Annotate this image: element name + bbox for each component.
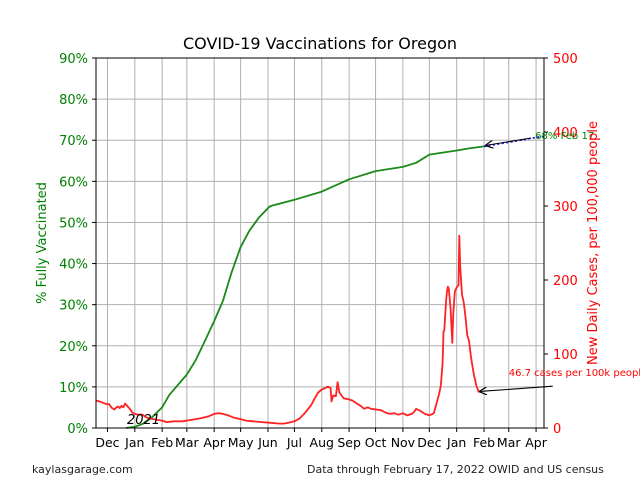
series-line-0 bbox=[125, 145, 485, 429]
x-tick-label: Sep bbox=[337, 435, 361, 450]
x-tick-label: Feb bbox=[473, 435, 495, 450]
left-tick-label: 10% bbox=[59, 381, 88, 396]
plot-frame bbox=[95, 57, 545, 429]
left-tick-label: 80% bbox=[59, 93, 88, 108]
x-tick-label: Jul bbox=[286, 435, 302, 450]
left-tick-label: 40% bbox=[59, 258, 88, 273]
left-tick-label: 0% bbox=[67, 422, 88, 437]
x-tick-label: Feb bbox=[151, 435, 173, 450]
x-tick-label: Jun bbox=[257, 435, 278, 450]
chart-title: COVID-19 Vaccinations for Oregon bbox=[183, 34, 457, 53]
year-label: 2021 bbox=[127, 413, 160, 428]
right-tick-label: 500 bbox=[553, 52, 578, 67]
x-tick-label: Oct bbox=[365, 435, 387, 450]
x-tick-label: Apr bbox=[525, 435, 547, 450]
left-tick-label: 60% bbox=[59, 175, 88, 190]
left-axis-label: % Fully Vaccinated bbox=[35, 182, 50, 304]
left-tick-label: 70% bbox=[59, 134, 88, 149]
left-tick-label: 50% bbox=[59, 216, 88, 231]
series-lines bbox=[95, 135, 545, 429]
x-tick-label: Mar bbox=[497, 435, 521, 450]
x-tick-label: May bbox=[228, 435, 254, 450]
x-tick-label: Mar bbox=[175, 435, 199, 450]
right-tick-label: 200 bbox=[553, 274, 578, 289]
left-tick-label: 20% bbox=[59, 340, 88, 355]
footer-data-note: Data through February 17, 2022 OWID and … bbox=[307, 463, 604, 476]
x-tick-label: Dec bbox=[417, 435, 441, 450]
axis-ticks: Dec Jan Feb Mar Apr May Jun Jul Aug Sep Oct Nov Dec J… bbox=[59, 52, 578, 450]
annotation-arrow bbox=[486, 137, 532, 145]
x-tick-label: Aug bbox=[310, 435, 334, 450]
annotation-label: 68% Feb 17 bbox=[535, 131, 594, 142]
right-axis-label: New Daily Cases, per 100,000 people bbox=[586, 121, 601, 365]
annotations: 68% Feb 17 46.7 cases per 100k people bbox=[480, 131, 640, 391]
x-tick-label: Jan bbox=[446, 435, 466, 450]
right-tick-label: 100 bbox=[553, 348, 578, 363]
right-tick-label: 300 bbox=[553, 200, 578, 215]
right-tick-label: 400 bbox=[553, 126, 578, 141]
footer-source: kaylasgarage.com bbox=[32, 463, 133, 476]
x-tick-label: Dec bbox=[95, 435, 119, 450]
x-tick-label: Jan bbox=[124, 435, 144, 450]
series-line-2 bbox=[95, 234, 480, 425]
annotation-label: 46.7 cases per 100k people bbox=[509, 368, 640, 379]
right-tick-label: 0 bbox=[553, 422, 561, 437]
x-tick-label: Apr bbox=[203, 435, 225, 450]
annotation-arrow bbox=[480, 385, 553, 391]
x-tick-label: Nov bbox=[391, 435, 416, 450]
left-tick-label: 30% bbox=[59, 299, 88, 314]
left-tick-label: 90% bbox=[59, 52, 88, 67]
